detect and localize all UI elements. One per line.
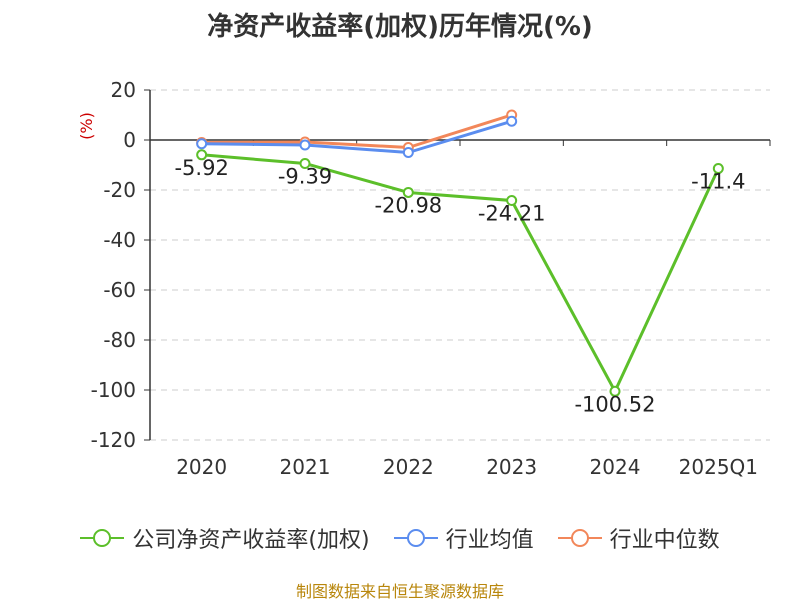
y-tick-label: 20	[111, 78, 136, 102]
source-note: 制图数据来自恒生聚源数据库	[295, 582, 504, 601]
data-label: -9.39	[278, 164, 332, 188]
legend-line-circle-icon	[557, 529, 602, 547]
series-line	[201, 119, 513, 154]
data-point	[506, 115, 518, 127]
y-tick-label: -20	[103, 178, 136, 202]
y-tick-label: -100	[91, 378, 136, 402]
data-point	[196, 138, 208, 150]
legend-item-company[interactable]: 公司净资产收益率(加权)	[80, 522, 370, 554]
y-tick-label: 0	[123, 128, 136, 152]
data-label: -20.98	[374, 193, 442, 217]
data-point	[609, 385, 621, 397]
data-label: -11.4	[691, 170, 745, 194]
data-point	[506, 195, 518, 207]
chart-title: 净资产收益率(加权)历年情况(%)	[207, 12, 593, 42]
chart: 20 0 -20 -40 -60 -80 -100 -120 2020 2021 2022 2023 2…	[77, 78, 771, 479]
series-lines	[196, 109, 724, 397]
legend-item-industry-mean[interactable]: 行业均值	[393, 522, 534, 554]
legend-item-industry-median[interactable]: 行业中位数	[557, 522, 720, 554]
legend-line-circle-icon	[80, 529, 125, 547]
y-tick-label: -120	[91, 428, 136, 452]
axes: 20 0 -20 -40 -60 -80 -100 -120 2020 2021 2022 2023 2…	[77, 78, 771, 479]
x-tick-label: 2023	[486, 455, 537, 479]
data-point	[402, 147, 414, 158]
x-tick-label: 2020	[176, 455, 227, 479]
data-point	[196, 149, 208, 161]
data-point	[299, 139, 311, 151]
data-labels: -5.92 -9.39 -20.98 -24.21 -100.52 -11.4	[174, 156, 745, 416]
series-line	[201, 153, 720, 393]
legend-label-industry-mean: 行业均值	[445, 528, 534, 553]
y-axis-label: (%)	[77, 112, 96, 140]
data-label: -100.52	[574, 392, 655, 416]
legend-label-company: 公司净资产收益率(加权)	[132, 528, 370, 553]
y-tick-label: -80	[103, 328, 136, 352]
data-point	[712, 163, 724, 174]
series-line	[201, 113, 513, 149]
x-tick-label: 2021	[280, 455, 331, 479]
legend-line-circle-icon	[393, 529, 438, 547]
x-tick-label: 2022	[383, 455, 434, 479]
x-tick-label: 2025Q1	[679, 455, 758, 479]
data-point	[402, 186, 414, 198]
y-tick-label: -40	[103, 228, 136, 252]
legend-label-industry-median: 行业中位数	[609, 528, 720, 553]
data-label: -24.21	[478, 202, 546, 226]
data-point	[299, 157, 311, 169]
grid-lines	[150, 89, 770, 441]
legend: 公司净资产收益率(加权) 行业均值 行业中位数	[0, 518, 800, 558]
y-tick-label: -60	[103, 278, 136, 302]
x-tick-label: 2024	[590, 455, 641, 479]
data-label: -5.92	[174, 156, 228, 180]
